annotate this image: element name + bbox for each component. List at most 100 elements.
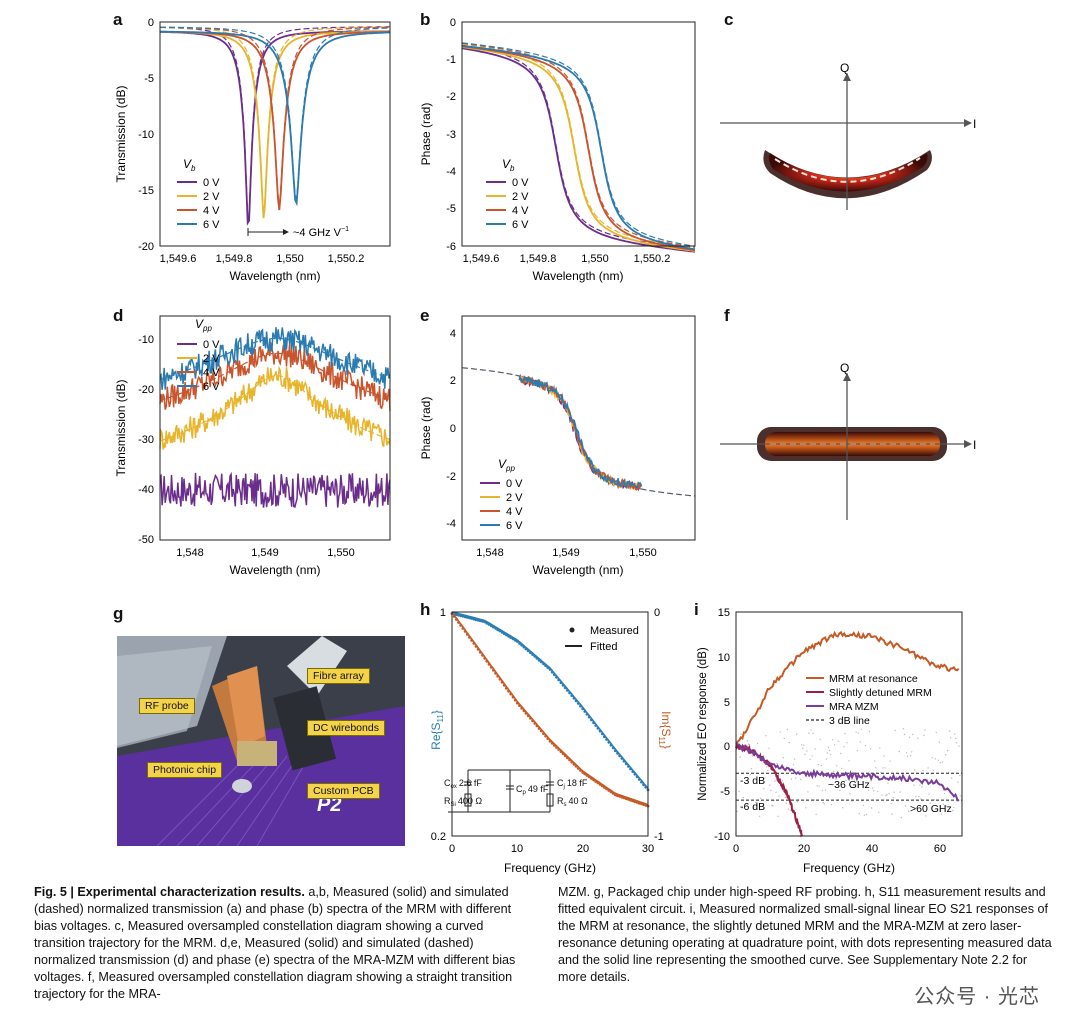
panel-label-f: f xyxy=(724,306,730,325)
i-scatter-point xyxy=(829,753,832,756)
i-scatter-point xyxy=(928,793,930,795)
i-scatter-point xyxy=(955,737,957,740)
a-legend-2: 2 V xyxy=(203,191,220,203)
d-xtick: 1,549 xyxy=(251,547,279,559)
i-scatter-point xyxy=(831,739,834,741)
panel-label-c: c xyxy=(724,10,734,29)
i-series-1 xyxy=(735,742,804,838)
chart-i: 15 10 5 0 -5 -10 0 20 40 60 Frequency (G… xyxy=(697,607,963,875)
chart-h-xticks: 0 10 20 30 xyxy=(449,843,654,855)
a-legend-title: V xyxy=(183,157,192,171)
i-scatter-point xyxy=(782,757,784,759)
i-scatter-point xyxy=(738,790,740,793)
i-scatter-point xyxy=(902,728,905,730)
chart-d: -10 -20 -30 -40 -50 1,548 1,549 1,550 Wa… xyxy=(114,315,391,577)
b-legend-6: 6 V xyxy=(512,219,529,231)
i-scatter-point xyxy=(875,767,877,769)
i-xtick: 0 xyxy=(733,843,739,855)
i-scatter-point xyxy=(741,807,743,809)
i-scatter-point xyxy=(736,810,738,813)
i-scatter-point xyxy=(922,769,924,772)
i-scatter-point xyxy=(756,742,759,745)
a-ytick: -15 xyxy=(138,185,154,197)
i-scatter-point xyxy=(745,805,747,807)
caption-right: MZM. g, Packaged chip under high-speed R… xyxy=(558,885,1052,984)
i-ytick: 10 xyxy=(718,652,730,664)
h-ytick-right-bottom: -1 xyxy=(654,831,664,843)
a-series-sim-3 xyxy=(160,26,390,201)
i-scatter-point xyxy=(768,747,770,749)
e-legend-title-sub: pp xyxy=(505,464,515,473)
i-scatter-point xyxy=(889,760,891,762)
i-scatter-point xyxy=(877,790,879,793)
i-scatter-point xyxy=(809,758,811,761)
b-series-1 xyxy=(461,46,696,252)
label-dc-wirebonds: DC wirebonds xyxy=(307,720,385,736)
i-scatter-point xyxy=(834,778,837,780)
h-legend: Measured Fitted xyxy=(565,625,639,653)
i-scatter-point xyxy=(840,752,842,755)
i-scatter-point xyxy=(808,732,810,734)
i-scatter-point xyxy=(871,787,874,789)
i-scatter-point xyxy=(825,758,828,760)
i-scatter-point xyxy=(958,745,960,747)
e-ytick: -4 xyxy=(446,518,456,530)
i-scatter-point xyxy=(827,746,830,749)
d-legend-0: 0 V xyxy=(203,339,220,351)
h-ylabel-left-sub: 11 xyxy=(436,714,445,723)
h-xtick: 10 xyxy=(511,843,523,855)
b-series-sim-2 xyxy=(461,42,696,248)
c-axis-q: Q xyxy=(840,61,849,75)
d-legend: Vpp 0 V 2 V 4 V 6 V xyxy=(177,317,220,393)
i-scatter-point xyxy=(957,781,959,783)
h-legend-measured: Measured xyxy=(590,625,639,637)
h-c-cox: 2.6 fF xyxy=(459,778,483,788)
watermark: 公众号 · 光芯 xyxy=(914,986,1040,1008)
i-scatter-point xyxy=(811,755,813,757)
chart-b-xticks: 1,549.6 1,549.8 1,550 1,550.2 xyxy=(463,253,671,265)
a-legend: Vb 0 V 2 V 4 V 6 V xyxy=(177,157,220,231)
b-series-2 xyxy=(461,45,696,252)
i-ytick: 0 xyxy=(724,741,730,753)
i-scatter-point xyxy=(934,758,936,760)
b-xtick: 1,549.8 xyxy=(520,253,557,265)
i-scatter-point xyxy=(846,742,848,744)
i-scatter-point xyxy=(754,801,757,803)
i-scatter-point xyxy=(838,740,840,742)
i-xlabel: Frequency (GHz) xyxy=(803,861,895,875)
d-series-2 xyxy=(159,342,391,412)
chart-a-frame xyxy=(159,21,391,247)
i-scatter-point xyxy=(913,784,915,786)
e-xlabel: Wavelength (nm) xyxy=(533,563,624,577)
h-ylabel-left-end: } xyxy=(429,710,443,714)
i-scatter-point xyxy=(823,803,825,805)
a-ytick: 0 xyxy=(148,17,154,29)
b-ylabel: Phase (rad) xyxy=(419,103,433,166)
i-scatter-point xyxy=(953,806,955,809)
i-scatter-point xyxy=(880,771,882,774)
h-ylabel-right: Im{S xyxy=(659,711,673,736)
i-scatter-point xyxy=(789,809,792,812)
e-legend-4: 4 V xyxy=(506,506,523,518)
d-ytick: -50 xyxy=(138,534,154,546)
i-scatter-point xyxy=(788,741,791,744)
i-scatter-point xyxy=(766,766,768,768)
i-scatter-point xyxy=(927,767,929,769)
b-ytick: -6 xyxy=(446,241,456,253)
e-ytick: 4 xyxy=(450,328,456,340)
i-scatter-point xyxy=(898,750,900,753)
photo-packaged-chip: P2 Fibre array RF probe DC wirebonds Pho… xyxy=(117,636,405,846)
h-equivalent-circuit xyxy=(448,769,554,813)
d-legend-4: 4 V xyxy=(203,367,220,379)
chart-e-xticks: 1,548 1,549 1,550 xyxy=(476,547,657,559)
i-scatter-point xyxy=(954,733,956,735)
a-legend-6: 6 V xyxy=(203,219,220,231)
d-series-0 xyxy=(159,471,391,509)
b-series-sim-3 xyxy=(461,42,696,247)
i-scatter-point xyxy=(887,782,889,784)
h-c-rsi-sub: Si xyxy=(451,802,456,808)
i-scatter-point xyxy=(770,789,772,791)
i-scatter-point xyxy=(912,733,914,736)
h-xtick: 20 xyxy=(577,843,589,855)
i-scatter-point xyxy=(911,751,913,753)
